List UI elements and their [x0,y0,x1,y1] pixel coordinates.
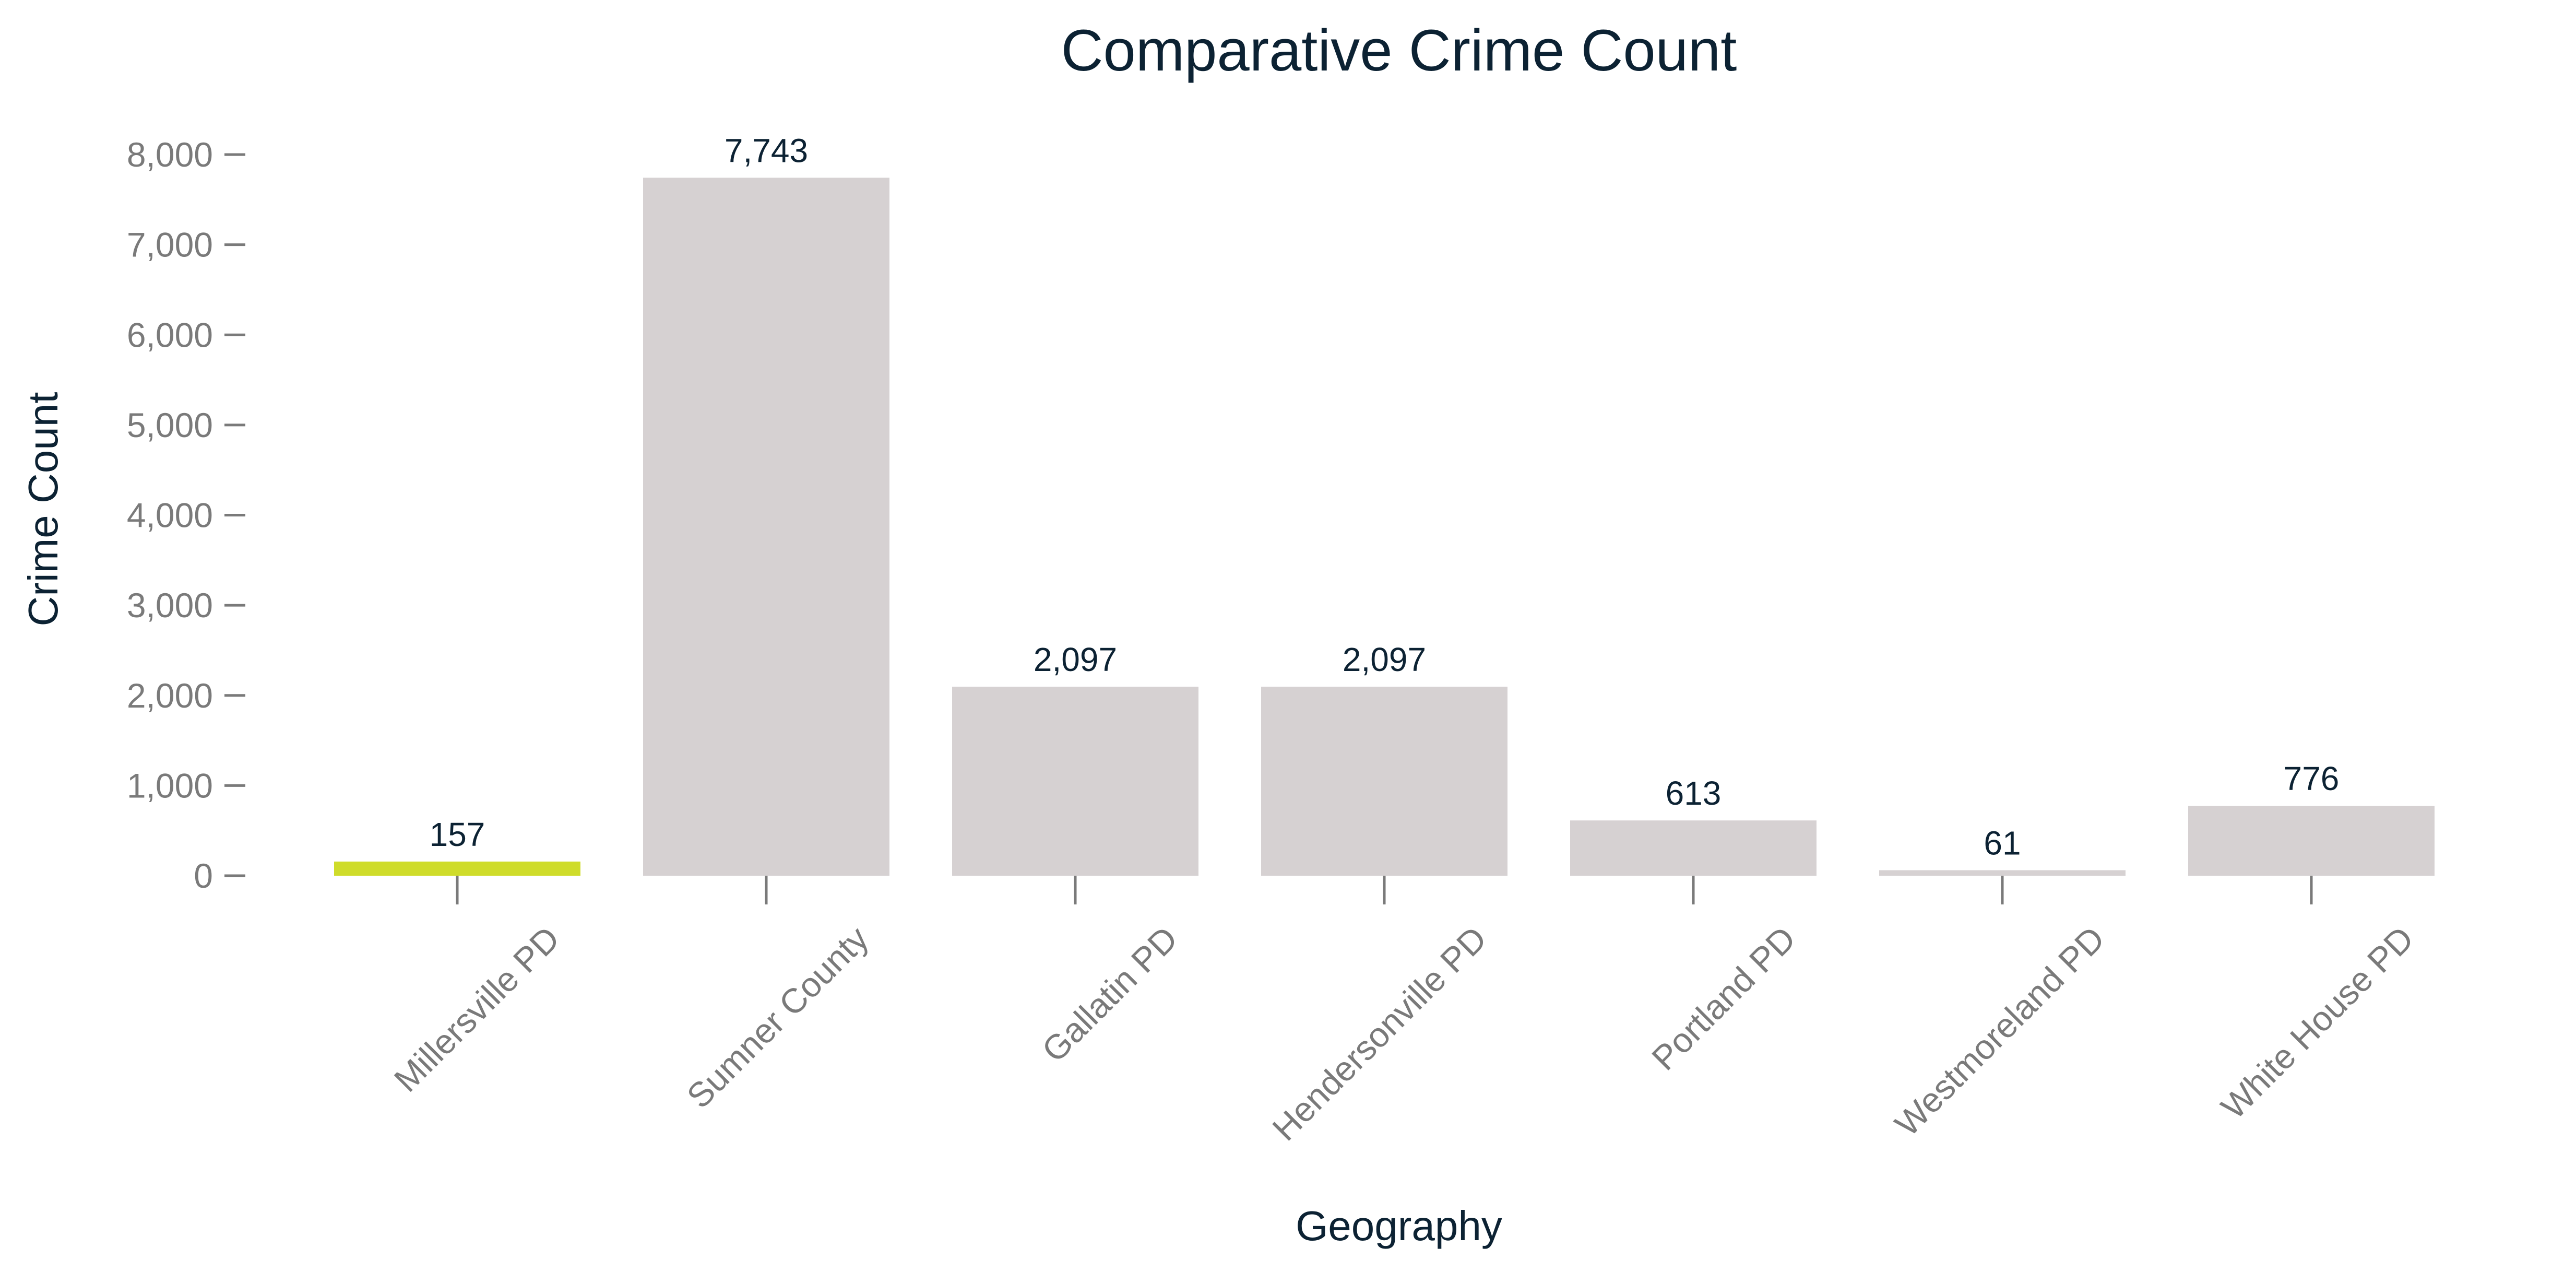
x-tick-label: Portland PD [1644,919,1803,1078]
y-axis: 0 1,000 2,000 3,000 4,000 5,000 6,000 7,000 8,00… [127,135,245,895]
x-axis-title: Geography [1296,1203,1502,1249]
bar [1879,870,2126,876]
y-axis-title: Crime Count [20,392,66,626]
data-label: 61 [1984,824,2021,862]
x-tick-label: White House PD [2214,919,2421,1126]
x-tick-label: Sumner County [679,919,876,1116]
y-tick-label: 5,000 [127,406,213,444]
y-tick-label: 4,000 [127,496,213,535]
y-tick-label: 2,000 [127,676,213,715]
y-tick-label: 0 [194,856,213,895]
x-tick-label: Hendersonville PD [1265,919,1494,1148]
x-tick-label: Westmoreland PD [1888,919,2112,1144]
y-tick-label: 3,000 [127,586,213,625]
y-tick-label: 6,000 [127,315,213,354]
bar [643,178,889,876]
data-label: 613 [1666,774,1722,812]
bar [2188,806,2435,876]
x-tick-label: Gallatin PD [1035,919,1185,1069]
bar [1570,820,1817,876]
x-axis: Millersville PD Sumner County Gallatin PD H… [387,876,2421,1148]
data-label: 157 [430,816,485,853]
y-tick-label: 1,000 [127,766,213,805]
bars-group: 157 7,743 2,097 2,097 613 61 776 [334,132,2435,876]
data-label: 2,097 [1034,641,1117,678]
y-tick-label: 7,000 [127,226,213,264]
bar [334,861,580,876]
data-label: 776 [2284,760,2340,797]
bar [952,687,1198,876]
data-label: 2,097 [1343,641,1426,678]
chart-title: Comparative Crime Count [1061,18,1737,83]
y-tick-label: 8,000 [127,135,213,174]
x-tick-label: Millersville PD [387,919,567,1099]
bar [1261,687,1507,876]
data-label: 7,743 [725,132,808,169]
